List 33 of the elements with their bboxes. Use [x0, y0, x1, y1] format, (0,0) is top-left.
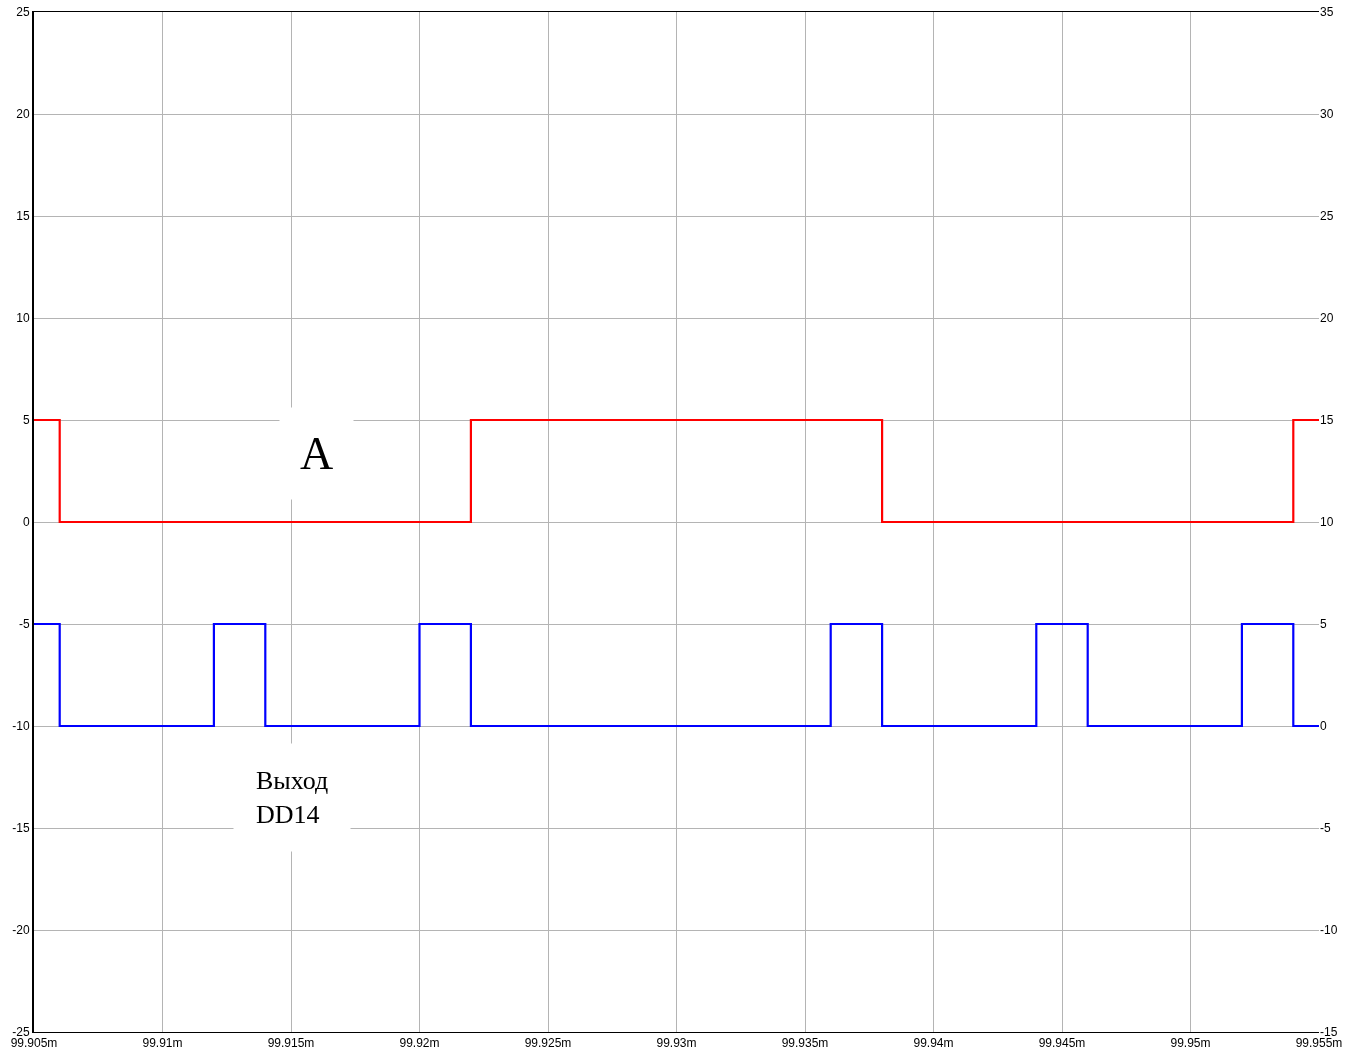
y-tick-label: 10 [16, 311, 30, 326]
y2-tick-label: -10 [1320, 923, 1338, 938]
x-tick-label: 99.91m [142, 1036, 183, 1051]
y2-tick-label: 20 [1320, 311, 1334, 326]
y-tick-label: 5 [22, 413, 30, 428]
x-tick-label: 99.93m [656, 1036, 697, 1051]
y-tick-label: -5 [18, 617, 30, 632]
x-tick-label: 99.94m [913, 1036, 954, 1051]
x-tick-label: 99.915m [267, 1036, 315, 1051]
y2-tick-label: 25 [1320, 209, 1334, 224]
y-tick-label: 20 [16, 107, 30, 122]
y2-tick-label: 5 [1320, 617, 1327, 632]
y-tick-label: 0 [22, 515, 30, 530]
y-tick-label: -15 [12, 821, 30, 836]
y-tick-label: 25 [16, 5, 30, 20]
x-tick-label: 99.955m [1295, 1036, 1343, 1051]
series-label: Выход DD14 [256, 766, 329, 829]
y2-tick-label: 10 [1320, 515, 1334, 530]
y-tick-label: -10 [12, 719, 30, 734]
y-tick-label: -20 [12, 923, 30, 938]
y2-tick-label: 35 [1320, 5, 1334, 20]
x-tick-label: 99.945m [1038, 1036, 1086, 1051]
x-tick-label: 99.935m [781, 1036, 829, 1051]
x-tick-label: 99.95m [1170, 1036, 1211, 1051]
x-tick-label: 99.92m [399, 1036, 440, 1051]
y-tick-label: 15 [16, 209, 30, 224]
y2-tick-label: -5 [1320, 821, 1331, 836]
y2-tick-label: 30 [1320, 107, 1334, 122]
x-tick-label: 99.925m [524, 1036, 572, 1051]
series-label: A [300, 428, 334, 479]
y2-tick-label: 0 [1320, 719, 1327, 734]
y2-tick-label: 15 [1320, 413, 1334, 428]
x-tick-label: 99.905m [10, 1036, 58, 1051]
